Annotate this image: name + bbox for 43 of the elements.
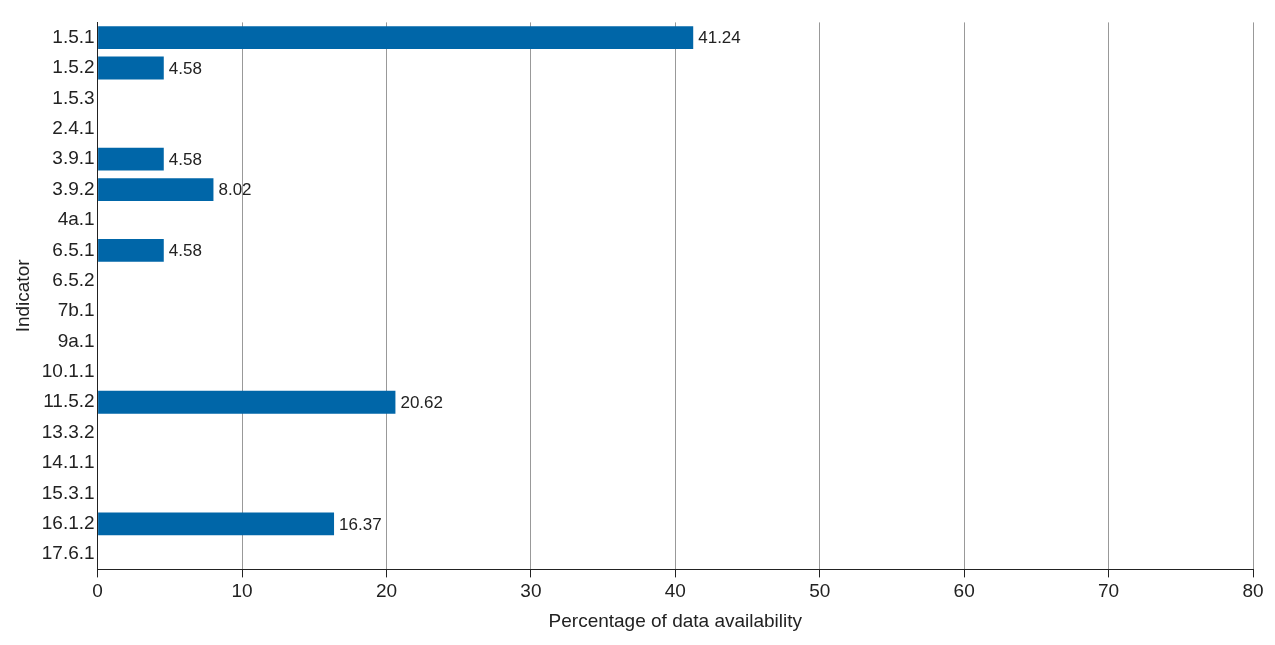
bar: [98, 56, 164, 80]
data-label: 16.37: [339, 514, 382, 534]
x-tick-label: 10: [231, 580, 253, 602]
y-tick-label: 1.5.3: [52, 86, 95, 108]
y-tick-label: 17.6.1: [41, 542, 95, 564]
y-tick-label: 6.5.1: [52, 238, 95, 260]
y-tick-label: 13.3.2: [41, 420, 95, 442]
data-label: 41.24: [698, 28, 741, 48]
y-tick-label: 11.5.2: [43, 390, 95, 412]
x-tick-label: 20: [375, 580, 398, 602]
bar: [98, 178, 214, 201]
x-tick-label: 70: [1098, 580, 1120, 602]
y-tick-label: 2.4.1: [52, 117, 95, 138]
x-tick-label: 0: [92, 580, 103, 602]
data-label: 4.58: [168, 149, 202, 169]
y-axis-title: Indicator: [11, 258, 33, 333]
x-tick-label: 50: [809, 580, 831, 602]
x-axis-title: Percentage of data availability: [548, 609, 803, 631]
y-tick-label: 1.5.2: [52, 56, 95, 78]
x-tick-label: 60: [953, 580, 975, 602]
y-tick-label: 10.1.1: [41, 360, 95, 382]
y-tick-label: 16.1.2: [41, 512, 95, 534]
data-label: 8.02: [218, 180, 252, 200]
data-label: 20.62: [400, 392, 443, 412]
y-tick-label: 3.9.1: [52, 147, 95, 169]
data-label: 4.58: [168, 58, 202, 78]
bar: [98, 238, 164, 262]
y-tick-label: 4a.1: [57, 208, 95, 230]
y-tick-label: 15.3.1: [41, 481, 95, 503]
bar: [98, 147, 164, 171]
y-tick-label: 14.1.1: [41, 451, 95, 473]
x-tick-label: 80: [1242, 580, 1264, 602]
data-label: 4.58: [168, 241, 202, 260]
y-tick-label: 1.5.1: [52, 25, 95, 47]
x-tick-label: 40: [664, 580, 686, 602]
bar: [98, 512, 335, 536]
y-tick-label: 9a.1: [57, 329, 95, 351]
x-tick-label: 30: [520, 580, 542, 602]
bar: [98, 26, 694, 49]
y-tick-label: 3.9.2: [52, 177, 95, 199]
y-tick-label: 6.5.2: [52, 268, 95, 290]
bar: [98, 390, 396, 414]
y-tick-label: 7b.1: [57, 299, 95, 321]
